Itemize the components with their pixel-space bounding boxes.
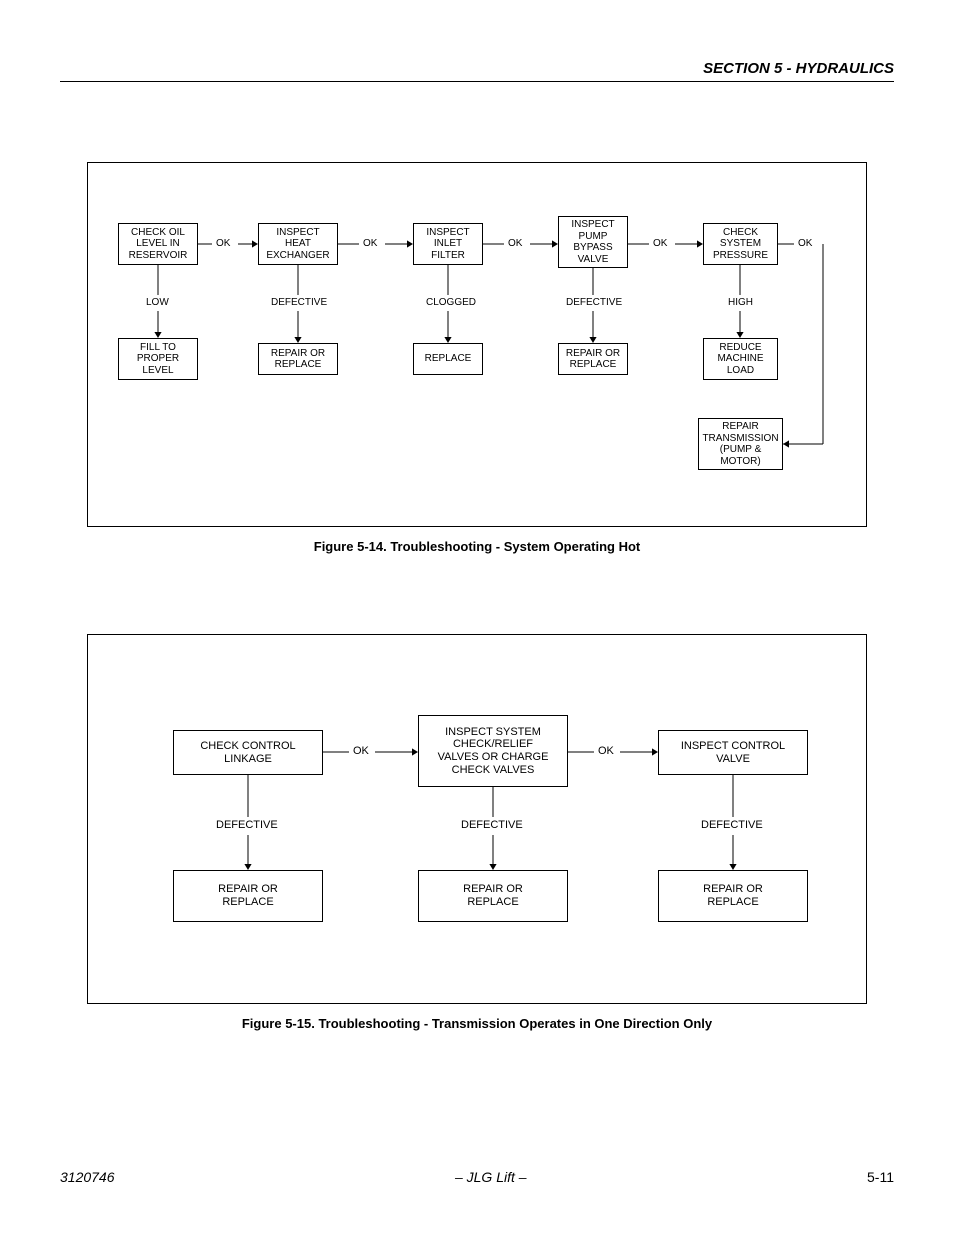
edge-label-ok: OK [508, 239, 522, 249]
flowchart-node: REPAIR ORREPLACE [658, 870, 808, 922]
flowchart-node: CHECK CONTROLLINKAGE [173, 730, 323, 775]
edge-label: LOW [146, 298, 169, 308]
flowchart-node: CHECKSYSTEMPRESSURE [703, 223, 778, 265]
edge-label: DEFECTIVE [271, 298, 327, 308]
footer-center: – JLG Lift – [455, 1169, 527, 1185]
flowchart-node: REPLACE [413, 343, 483, 375]
flowchart-node: CHECK OILLEVEL INRESERVOIR [118, 223, 198, 265]
flowchart-node: REDUCEMACHINELOAD [703, 338, 778, 380]
section-header: SECTION 5 - HYDRAULICS [60, 60, 894, 82]
flowchart-node: INSPECT CONTROLVALVE [658, 730, 808, 775]
figure-5-15-caption: Figure 5-15. Troubleshooting - Transmiss… [60, 1016, 894, 1031]
flowchart-node: REPAIR ORREPLACE [258, 343, 338, 375]
figure-5-15-frame: CHECK CONTROLLINKAGE INSPECT SYSTEMCHECK/… [87, 634, 867, 1004]
edge-label-ok: OK [363, 239, 377, 249]
edge-label-ok: OK [798, 239, 812, 249]
edge-label-ok: OK [216, 239, 230, 249]
footer-doc-number: 3120746 [60, 1169, 115, 1185]
flowchart-node: INSPECT SYSTEMCHECK/RELIEFVALVES OR CHAR… [418, 715, 568, 787]
flowchart-node: REPAIRTRANSMISSION(PUMP &MOTOR) [698, 418, 783, 470]
page-footer: 3120746 – JLG Lift – 5-11 [60, 1169, 894, 1185]
flowchart-node: FILL TOPROPERLEVEL [118, 338, 198, 380]
flowchart-node: INSPECTINLETFILTER [413, 223, 483, 265]
edge-label: DEFECTIVE [566, 298, 622, 308]
edge-label: CLOGGED [426, 298, 476, 308]
flowchart-node: REPAIR ORREPLACE [418, 870, 568, 922]
edge-label: DEFECTIVE [701, 820, 763, 831]
flowchart-node: REPAIR ORREPLACE [558, 343, 628, 375]
edge-label: DEFECTIVE [216, 820, 278, 831]
edge-label-ok: OK [598, 746, 614, 757]
edge-label: DEFECTIVE [461, 820, 523, 831]
figure-5-14-caption: Figure 5-14. Troubleshooting - System Op… [60, 539, 894, 554]
edge-label: HIGH [728, 298, 753, 308]
flowchart-node: INSPECTHEATEXCHANGER [258, 223, 338, 265]
flowchart-node: REPAIR ORREPLACE [173, 870, 323, 922]
figure-5-14-frame: CHECK OILLEVEL INRESERVOIR INSPECTHEATEXC… [87, 162, 867, 527]
footer-page-number: 5-11 [867, 1169, 894, 1185]
edge-label-ok: OK [353, 746, 369, 757]
edge-label-ok: OK [653, 239, 667, 249]
flowchart-node: INSPECTPUMPBYPASSVALVE [558, 216, 628, 268]
